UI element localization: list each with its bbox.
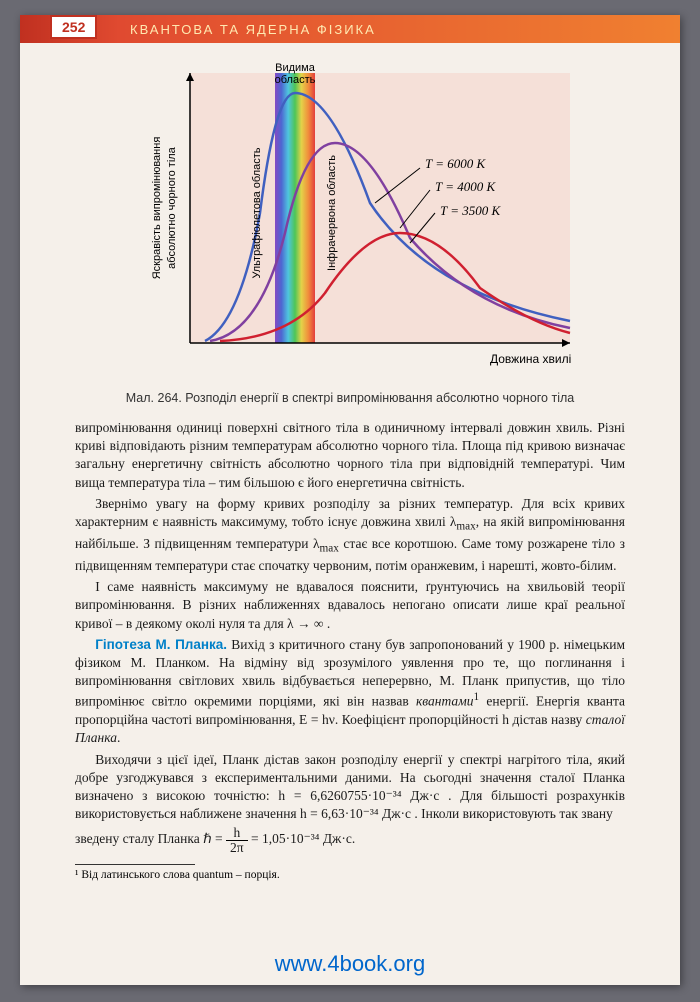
page-number: 252 [50, 15, 97, 39]
planck-hypothesis-heading: Гіпотеза М. Планка. [95, 637, 227, 652]
plot-bg [190, 73, 570, 343]
textbook-page: 252 КВАНТОВА ТА ЯДЕРНА ФІЗИКА [20, 15, 680, 985]
y-label-1: Яскравість випромінювання [151, 137, 163, 280]
footnote-separator [75, 864, 195, 865]
para-4: Гіпотеза М. Планка. Вихід з критичного с… [75, 636, 625, 748]
label-6000k: T = 6000 K [425, 156, 487, 171]
figure-caption: Мал. 264. Розподіл енергії в спектрі вип… [60, 391, 640, 405]
label-3500k: T = 3500 K [440, 203, 502, 218]
para-3: І саме наявність максимуму не вдавалося … [75, 578, 625, 633]
body-text: випромінювання одиниці поверхні світного… [20, 419, 680, 854]
visible-label-2: область [275, 74, 316, 86]
watermark: www.4book.org [20, 951, 680, 977]
footnote: ¹ Від латинського слова quantum – порція… [20, 869, 680, 881]
x-label: Довжина хвилі [490, 352, 571, 366]
visible-band [275, 73, 315, 343]
chart-svg: T = 6000 K T = 4000 K T = 3500 K Ультраф… [110, 63, 590, 383]
para-2: Звернімо увагу на форму кривих розподілу… [75, 495, 625, 575]
uv-label: Ультрафіолетова область [251, 147, 263, 278]
chapter-title: КВАНТОВА ТА ЯДЕРНА ФІЗИКА [130, 22, 376, 37]
para-6: зведену сталу Планка ℏ = h 2π = 1,05·10⁻… [75, 826, 625, 854]
label-4000k: T = 4000 K [435, 179, 497, 194]
ir-label: Інфрачервона область [326, 155, 338, 271]
para-1: випромінювання одиниці поверхні світного… [75, 419, 625, 492]
chapter-header: 252 КВАНТОВА ТА ЯДЕРНА ФІЗИКА [20, 15, 680, 43]
y-label-2: абсолютно чорного тіла [166, 146, 178, 269]
blackbody-chart: T = 6000 K T = 4000 K T = 3500 K Ультраф… [110, 63, 590, 383]
para-5: Виходячи з цієї ідеї, Планк дістав закон… [75, 751, 625, 824]
visible-label-1: Видима [275, 63, 316, 74]
